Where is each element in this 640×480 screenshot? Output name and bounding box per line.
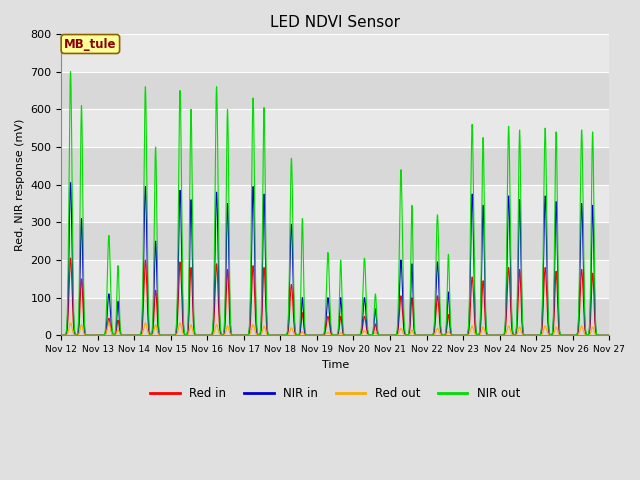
Bar — [61, 109, 609, 147]
Bar — [61, 72, 609, 109]
Bar — [61, 298, 609, 336]
Bar — [61, 185, 609, 222]
Bar — [61, 34, 609, 72]
Y-axis label: Red, NIR response (mV): Red, NIR response (mV) — [15, 119, 25, 251]
Legend: Red in, NIR in, Red out, NIR out: Red in, NIR in, Red out, NIR out — [146, 382, 525, 405]
X-axis label: Time: Time — [322, 360, 349, 370]
Title: LED NDVI Sensor: LED NDVI Sensor — [270, 15, 400, 30]
Bar — [61, 260, 609, 298]
Bar — [61, 147, 609, 185]
Text: MB_tule: MB_tule — [64, 37, 116, 50]
Bar — [61, 222, 609, 260]
